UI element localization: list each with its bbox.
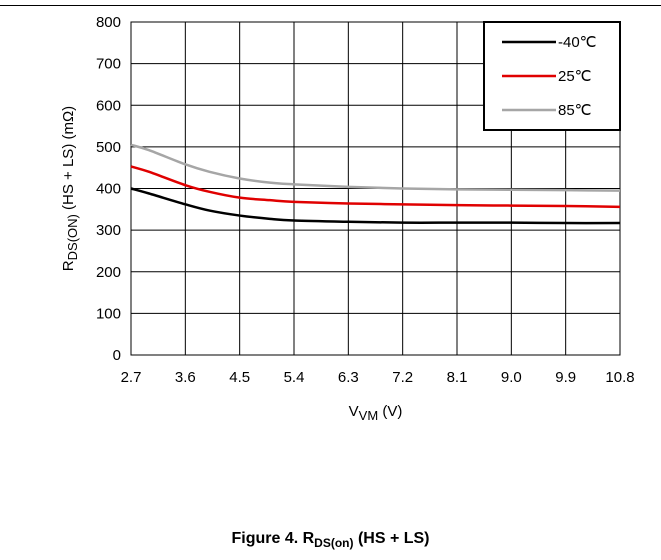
legend-label: -40℃ <box>558 34 597 51</box>
legend-label: 25℃ <box>558 68 592 85</box>
figure-caption: Figure 4. RDS(on) (HS + LS) <box>0 530 661 550</box>
y-tick-label: 200 <box>96 264 121 281</box>
y-tick-labels: 0 100 200 300 400 500 600 700 800 <box>96 14 121 364</box>
y-tick-label: 400 <box>96 181 121 198</box>
y-axis-label-subscript: DS(ON) <box>65 214 80 260</box>
y-tick-label: 0 <box>113 347 121 364</box>
header-rule <box>0 5 661 6</box>
y-tick-label: 800 <box>96 14 121 31</box>
x-tick-label: 4.5 <box>229 369 250 386</box>
x-axis-label-main: V <box>349 403 359 420</box>
x-tick-label: 5.4 <box>284 369 305 386</box>
y-tick-label: 300 <box>96 222 121 239</box>
x-tick-label: 8.1 <box>447 369 468 386</box>
x-tick-label: 7.2 <box>392 369 413 386</box>
x-axis-label: VVM (V) <box>349 403 403 423</box>
rds-on-chart: 0 100 200 300 400 500 600 700 800 2.7 3.6 4.5 5.4 6.… <box>60 14 635 423</box>
x-tick-label: 2.7 <box>121 369 142 386</box>
y-axis-label: RDS(ON) (HS + LS) (mΩ) <box>60 106 80 271</box>
x-axis-label-tail: (V) <box>378 403 402 420</box>
caption-subscript: DS(on) <box>314 536 354 550</box>
series-line <box>130 165 621 209</box>
x-tick-labels: 2.7 3.6 4.5 5.4 6.3 7.2 8.1 9.0 9.9 10.8 <box>121 369 635 386</box>
caption-suffix: (HS + LS) <box>353 530 430 547</box>
legend: -40℃ 25℃ 85℃ <box>483 21 621 131</box>
x-tick-label: 6.3 <box>338 369 359 386</box>
x-tick-label: 9.9 <box>555 369 576 386</box>
y-axis-label-main: R <box>60 260 77 271</box>
series-line <box>130 143 621 192</box>
x-axis-label-subscript: VM <box>359 408 379 423</box>
y-tick-label: 600 <box>96 97 121 114</box>
y-axis-label-tail: (HS + LS) (mΩ) <box>60 106 77 214</box>
y-tick-label: 500 <box>96 139 121 156</box>
series-lines <box>130 143 621 225</box>
y-tick-label: 100 <box>96 305 121 322</box>
y-tick-label: 700 <box>96 56 121 73</box>
x-tick-label: 10.8 <box>605 369 634 386</box>
caption-prefix: Figure 4. R <box>231 530 315 547</box>
x-tick-label: 3.6 <box>175 369 196 386</box>
legend-label: 85℃ <box>558 102 592 119</box>
series-line <box>130 187 621 225</box>
x-tick-label: 9.0 <box>501 369 522 386</box>
